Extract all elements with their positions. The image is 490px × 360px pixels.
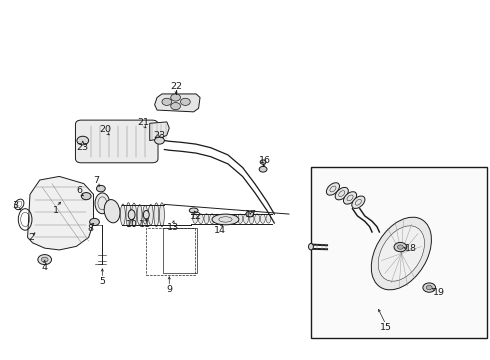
Ellipse shape [255,214,260,224]
Text: 9: 9 [166,285,172,294]
Text: 16: 16 [259,156,270,165]
Ellipse shape [193,214,197,224]
Text: 10: 10 [125,220,138,229]
Circle shape [77,136,89,145]
Text: 15: 15 [380,323,392,332]
Ellipse shape [189,208,198,213]
Ellipse shape [221,214,226,223]
Ellipse shape [212,214,239,225]
Polygon shape [155,94,200,112]
Ellipse shape [249,214,254,224]
Ellipse shape [378,226,424,281]
Text: 21: 21 [137,118,149,127]
Text: 3: 3 [12,201,19,210]
Circle shape [81,193,91,200]
Text: 23: 23 [153,131,166,140]
Circle shape [171,103,180,110]
Circle shape [259,166,267,172]
Ellipse shape [121,204,125,226]
Polygon shape [27,176,94,250]
Circle shape [41,257,48,262]
Ellipse shape [266,214,271,223]
Ellipse shape [148,204,153,225]
Text: 5: 5 [99,276,105,285]
Ellipse shape [238,214,243,224]
Ellipse shape [154,203,159,227]
FancyBboxPatch shape [75,120,158,163]
Ellipse shape [335,188,348,200]
Ellipse shape [128,210,135,220]
Ellipse shape [95,193,110,214]
Text: 13: 13 [167,223,179,232]
Text: 8: 8 [87,224,93,233]
Circle shape [155,137,164,144]
Ellipse shape [232,214,237,223]
Text: 1: 1 [53,206,59,215]
Ellipse shape [210,214,215,224]
Ellipse shape [126,203,131,227]
Ellipse shape [143,206,147,224]
Ellipse shape [343,192,357,204]
Text: 2: 2 [28,233,34,242]
Text: 23: 23 [77,143,89,152]
Circle shape [90,219,99,226]
Ellipse shape [260,214,265,223]
Circle shape [394,242,407,252]
Ellipse shape [198,214,203,224]
Circle shape [260,160,266,164]
Bar [147,228,195,275]
Text: 11: 11 [139,220,151,229]
Ellipse shape [159,203,164,227]
Circle shape [162,98,172,105]
Text: 17: 17 [245,210,257,219]
Ellipse shape [226,215,231,223]
Text: 19: 19 [433,288,444,297]
Ellipse shape [104,199,120,223]
Text: 12: 12 [190,212,202,221]
Bar [163,228,196,273]
Ellipse shape [204,214,209,224]
Text: 6: 6 [77,186,83,195]
Circle shape [246,211,254,217]
Ellipse shape [215,214,220,223]
Circle shape [171,94,180,101]
Circle shape [180,98,190,105]
Ellipse shape [132,203,136,226]
Circle shape [426,285,432,290]
Text: 22: 22 [171,82,183,91]
Ellipse shape [309,243,314,250]
Circle shape [423,283,436,292]
Circle shape [97,185,105,192]
Ellipse shape [352,196,365,208]
Bar [311,167,487,338]
Ellipse shape [144,211,149,219]
Text: 20: 20 [100,125,112,134]
Text: 18: 18 [405,244,417,253]
Text: 14: 14 [214,226,225,235]
Ellipse shape [244,214,248,224]
Text: 4: 4 [42,264,48,273]
Text: 7: 7 [93,176,99,185]
Circle shape [397,245,403,249]
Ellipse shape [137,205,142,225]
Ellipse shape [326,183,340,195]
Polygon shape [150,122,169,140]
Ellipse shape [371,217,431,290]
Circle shape [38,255,51,265]
